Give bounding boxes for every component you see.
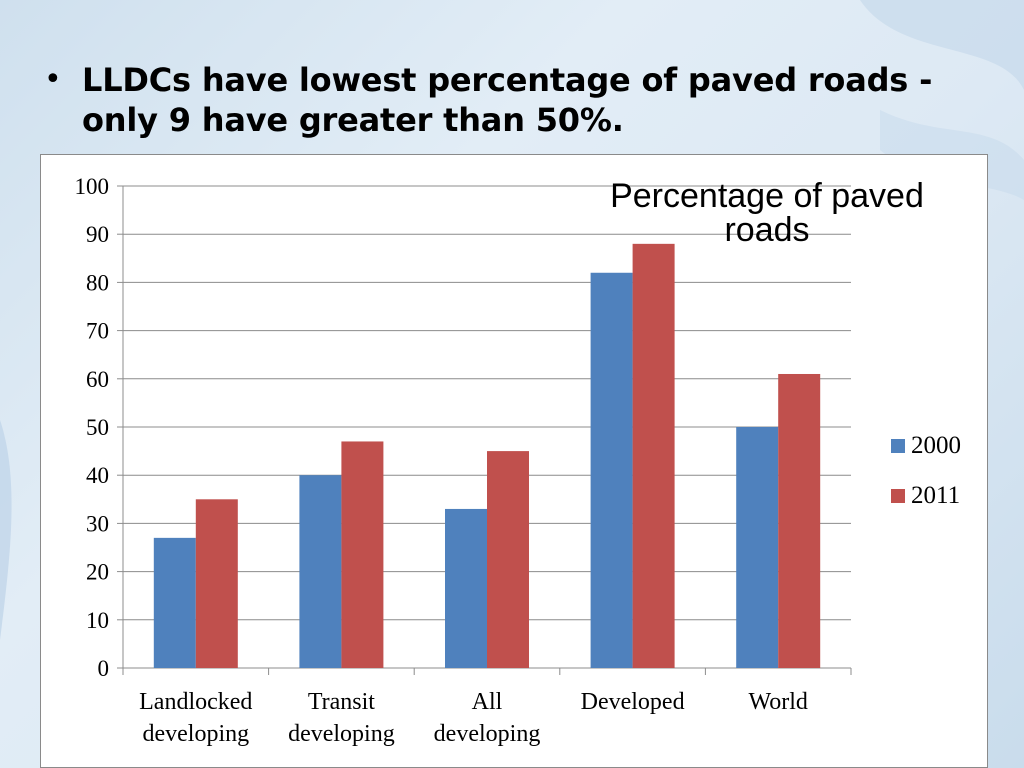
y-tick-label: 20 bbox=[86, 560, 109, 585]
x-category-label: Developed bbox=[581, 689, 685, 715]
x-category-label: developing bbox=[434, 721, 541, 747]
y-tick-label: 30 bbox=[86, 511, 109, 536]
legend-item-2011: 2011 bbox=[891, 471, 961, 521]
y-tick-label: 90 bbox=[86, 222, 109, 247]
bar-2000-1 bbox=[299, 475, 342, 668]
bullet-point: • LLDCs have lowest percentage of paved … bbox=[44, 60, 1004, 140]
x-category-label: developing bbox=[288, 721, 395, 747]
chart-container: 0 10 20 30 40 50 60 70 80 90 100 Landlocked developi… bbox=[40, 154, 988, 768]
bar-2011-4 bbox=[778, 373, 821, 668]
y-tick-label: 10 bbox=[86, 608, 109, 633]
y-tick-label: 100 bbox=[75, 174, 110, 199]
y-tick-label: 70 bbox=[86, 319, 109, 344]
bar-2011-2 bbox=[487, 451, 529, 668]
x-category-label: World bbox=[749, 689, 808, 715]
bullet-dot-icon: • bbox=[44, 62, 62, 97]
x-category-label: Landlocked bbox=[139, 689, 252, 715]
x-category-label: developing bbox=[142, 721, 249, 747]
y-tick-label: 50 bbox=[86, 415, 109, 440]
legend-swatch-2011 bbox=[891, 489, 905, 503]
y-tick-label: 40 bbox=[86, 463, 109, 488]
bar-2000-2 bbox=[445, 508, 487, 668]
bullet-text: LLDCs have lowest percentage of paved ro… bbox=[82, 61, 933, 139]
legend-swatch-2000 bbox=[891, 439, 905, 453]
y-tick-label: 60 bbox=[86, 367, 109, 392]
bar-2000-0 bbox=[153, 537, 196, 668]
bar-chart: 0 10 20 30 40 50 60 70 80 90 100 Landlocked developi… bbox=[75, 174, 852, 747]
legend-label-2000: 2000 bbox=[911, 432, 961, 459]
y-tick-label: 80 bbox=[86, 270, 109, 295]
legend: 2000 2011 bbox=[891, 421, 961, 521]
bar-2011-1 bbox=[341, 441, 384, 668]
legend-label-2011: 2011 bbox=[911, 482, 961, 509]
legend-item-2000: 2000 bbox=[891, 421, 961, 471]
bar-2000-4 bbox=[736, 427, 779, 668]
bar-2011-0 bbox=[195, 499, 238, 668]
x-category-label: Transit bbox=[308, 689, 375, 715]
y-tick-label: 0 bbox=[98, 656, 110, 681]
bar-2000-3 bbox=[590, 272, 633, 668]
chart-title: Percentage of paved roads bbox=[610, 177, 924, 249]
x-category-label: All bbox=[472, 689, 503, 715]
bar-2011-3 bbox=[632, 243, 675, 668]
